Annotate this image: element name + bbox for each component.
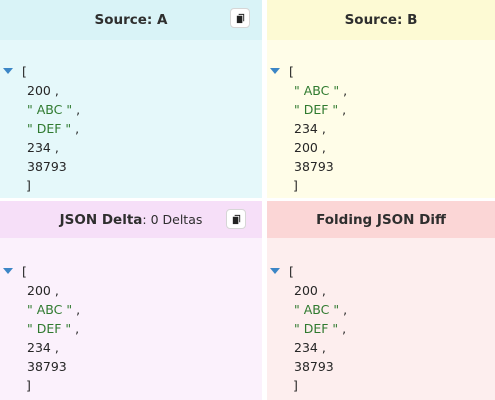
- json-array-open: [: [270, 262, 347, 281]
- json-delta-panel: JSON Delta : 0 Deltas [ 200 , " ABC " , …: [0, 201, 262, 400]
- json-value: " ABC " ,: [27, 302, 81, 317]
- caret-down-icon[interactable]: [270, 68, 280, 74]
- json-value: 234 ,: [27, 140, 59, 155]
- json-array-open: [: [270, 62, 347, 81]
- json-array-open: [: [3, 262, 80, 281]
- json-array-close: ]: [26, 178, 31, 193]
- json-value: 38793: [294, 159, 334, 174]
- source-a-copy-button[interactable]: [230, 8, 250, 28]
- json-value: " DEF " ,: [294, 321, 347, 336]
- json-value: " DEF " ,: [27, 321, 80, 336]
- json-delta-count: : 0 Deltas: [142, 212, 203, 227]
- json-array-close: ]: [293, 178, 298, 193]
- json-value: 234 ,: [294, 121, 326, 136]
- json-value: 38793: [27, 159, 67, 174]
- source-a-panel: Source: A [ 200 , " ABC " , " DEF " , 23…: [0, 0, 262, 198]
- json-value: " DEF " ,: [294, 102, 347, 117]
- json-delta-tree: [ 200 , " ABC " , " DEF " , 234 , 38793 …: [3, 262, 80, 395]
- copy-icon: [236, 13, 244, 23]
- source-a-title: Source: A: [94, 12, 168, 28]
- caret-down-icon[interactable]: [3, 68, 13, 74]
- json-delta-header: JSON Delta : 0 Deltas: [0, 201, 262, 238]
- source-b-title: Source: B: [344, 12, 418, 28]
- json-array-close: ]: [26, 378, 31, 393]
- json-value: " DEF " ,: [27, 121, 80, 136]
- json-value: " ABC " ,: [294, 302, 348, 317]
- json-array-close: ]: [293, 378, 298, 393]
- json-value: 38793: [27, 359, 67, 374]
- json-value: 200 ,: [27, 283, 59, 298]
- folding-json-diff-title: Folding JSON Diff: [316, 211, 446, 228]
- json-value: 200 ,: [294, 283, 326, 298]
- folding-json-diff-header: Folding JSON Diff: [267, 201, 495, 238]
- source-b-json-tree: [ " ABC " , " DEF " , 234 , 200 , 38793 …: [270, 62, 347, 195]
- copy-icon: [232, 214, 240, 224]
- json-value: 200 ,: [294, 140, 326, 155]
- json-array-open: [: [3, 62, 80, 81]
- json-delta-title: JSON Delta: [59, 211, 143, 228]
- json-value: 38793: [294, 359, 334, 374]
- source-b-header: Source: B: [267, 0, 495, 40]
- json-value: 234 ,: [294, 340, 326, 355]
- caret-down-icon[interactable]: [3, 268, 13, 274]
- folding-json-diff-tree: [ 200 , " ABC " , " DEF " , 234 , 38793 …: [270, 262, 347, 395]
- caret-down-icon[interactable]: [270, 268, 280, 274]
- json-value: 234 ,: [27, 340, 59, 355]
- source-b-panel: Source: B [ " ABC " , " DEF " , 234 , 20…: [267, 0, 495, 198]
- source-a-header: Source: A: [0, 0, 262, 40]
- source-a-json-tree: [ 200 , " ABC " , " DEF " , 234 , 38793 …: [3, 62, 80, 195]
- json-value: " ABC " ,: [27, 102, 81, 117]
- json-value: " ABC " ,: [294, 83, 348, 98]
- json-value: 200 ,: [27, 83, 59, 98]
- folding-json-diff-panel: Folding JSON Diff [ 200 , " ABC " , " DE…: [267, 201, 495, 400]
- json-delta-copy-button[interactable]: [226, 209, 246, 229]
